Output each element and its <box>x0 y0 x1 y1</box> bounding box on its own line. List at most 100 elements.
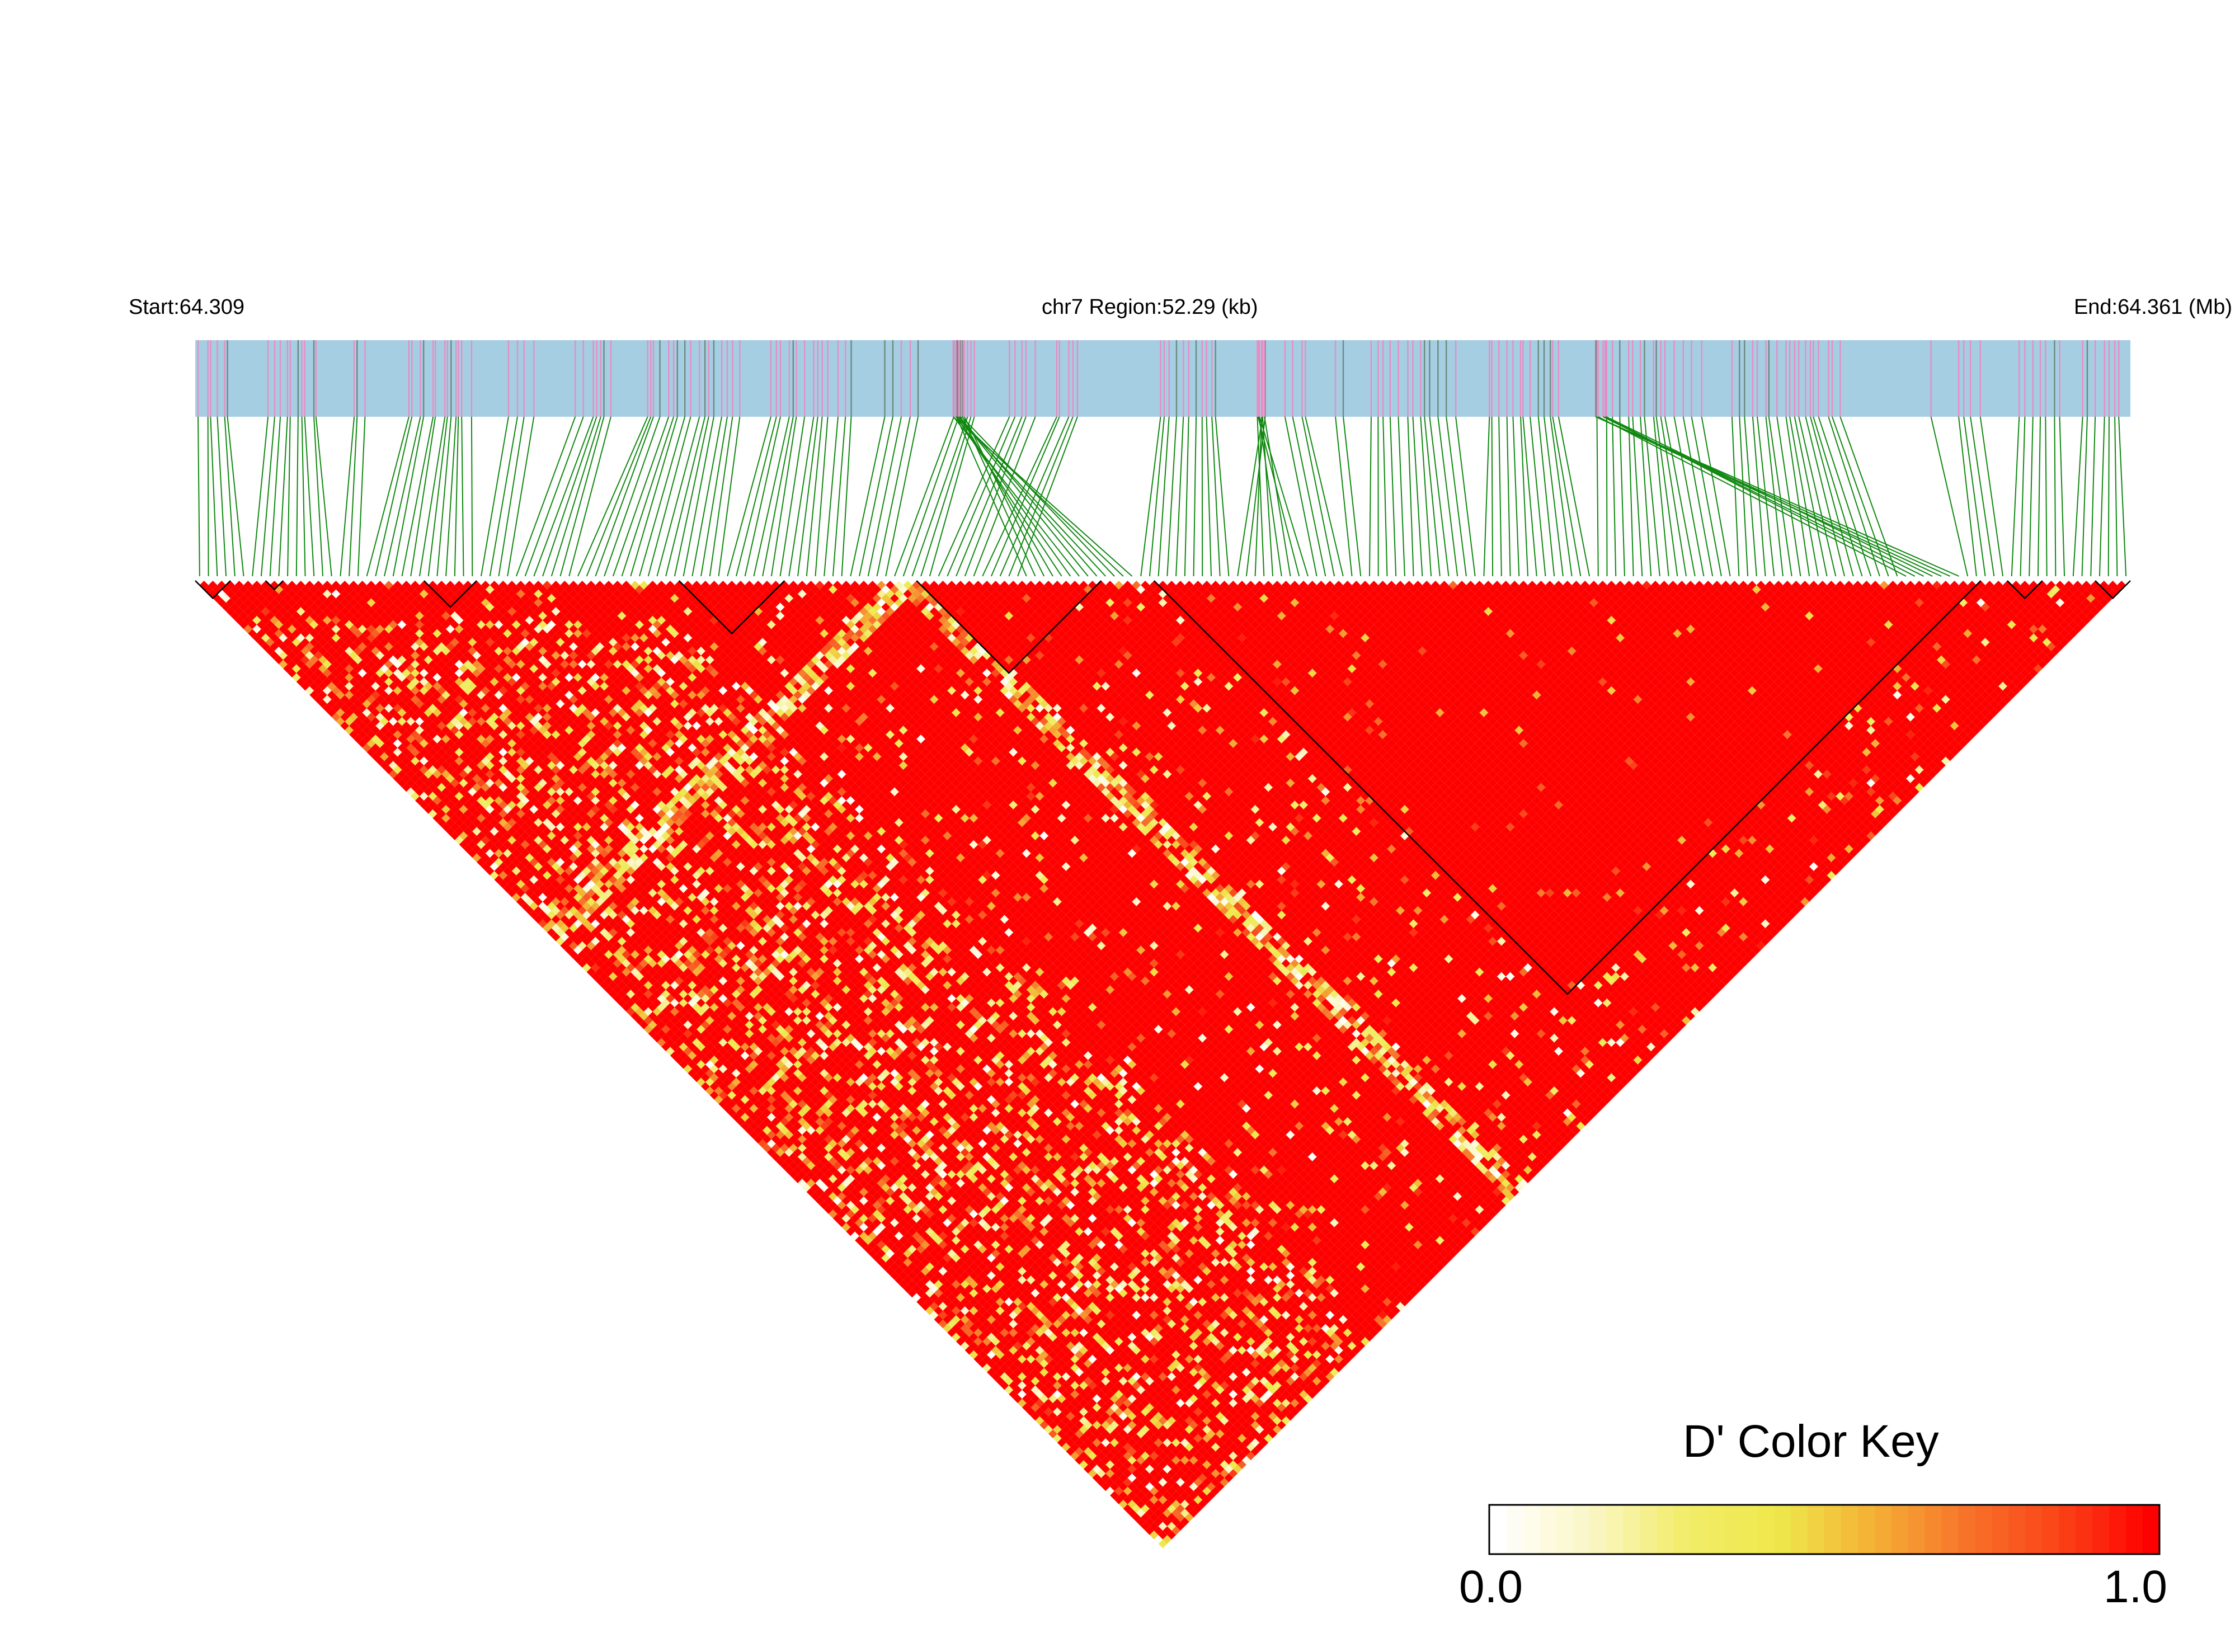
ld-cell <box>802 1174 811 1184</box>
snp-connector <box>197 416 200 577</box>
snp-connector <box>958 416 1089 577</box>
ld-cell <box>243 607 253 616</box>
snp-connector <box>1640 416 1652 577</box>
snp-connector <box>2098 416 2105 577</box>
snp-connector <box>841 416 852 577</box>
ld-cell <box>1057 1420 1066 1430</box>
snp-connector <box>1292 416 1326 577</box>
snp-connector <box>1284 416 1318 577</box>
ld-cell <box>265 629 275 638</box>
ld-cell <box>322 686 332 695</box>
snp-connector <box>1483 416 1490 577</box>
ld-cell <box>547 910 556 920</box>
ld-cell <box>270 624 279 634</box>
ld-cell <box>397 770 407 779</box>
ld-cell <box>995 1359 1005 1368</box>
snp-connector <box>630 416 678 577</box>
ld-cell <box>494 858 504 867</box>
snp-connector <box>1805 416 1845 577</box>
ld-cell <box>727 1090 736 1100</box>
ld-cell <box>345 708 354 717</box>
ld-cell <box>270 642 279 651</box>
snp-connector <box>217 416 227 577</box>
ld-cell <box>459 840 468 849</box>
snp-connector <box>1839 416 1898 577</box>
ld-cell <box>397 761 407 770</box>
snp-connector <box>295 416 299 577</box>
ld-cell <box>938 1319 948 1329</box>
ld-cell <box>261 633 270 643</box>
ld-cell <box>1044 1407 1053 1416</box>
snp-connector <box>1660 416 1687 577</box>
snp-connector <box>427 416 448 577</box>
ld-cell <box>239 594 248 603</box>
snp-connector <box>1644 416 1660 577</box>
ld-cell <box>322 695 332 704</box>
ld-cell <box>877 1249 886 1258</box>
snp-connector <box>1446 416 1467 577</box>
snp-connector <box>550 416 601 577</box>
ld-cell <box>441 804 450 814</box>
snp-connector <box>1257 416 1300 577</box>
snp-connector <box>1520 416 1528 577</box>
ld-cell <box>234 607 244 616</box>
ld-cell <box>243 624 253 634</box>
ld-cell <box>921 1293 930 1302</box>
snp-connector <box>1522 416 1537 577</box>
ld-cell <box>402 765 411 774</box>
region-start-label: Start:64.309 <box>129 295 244 319</box>
ld-cell <box>265 646 275 656</box>
snp-connector <box>2114 416 2118 577</box>
snp-connector <box>1215 416 1230 577</box>
ld-cell <box>503 875 512 884</box>
ld-cell <box>516 870 525 880</box>
region-end-label: End:64.361 (Mb) <box>2074 295 2232 319</box>
ld-cell <box>327 699 336 708</box>
ld-cell <box>291 673 301 682</box>
snp-connector <box>1930 416 1969 577</box>
ld-cell <box>388 761 398 770</box>
ld-cell <box>366 721 376 731</box>
snp-connector <box>727 416 771 577</box>
ld-cell <box>239 611 248 620</box>
ld-cell <box>1141 1513 1150 1522</box>
ld-cell <box>832 1196 842 1206</box>
ld-cell <box>222 585 230 594</box>
snp-connector <box>665 416 706 577</box>
ld-cell <box>226 598 235 608</box>
snp-connector <box>392 416 425 577</box>
snp-connector <box>2059 416 2065 577</box>
ld-cell <box>234 589 244 599</box>
ld-cell <box>411 765 420 774</box>
ld-cell <box>252 624 261 634</box>
snp-connector <box>1254 416 1263 577</box>
ld-cell <box>402 783 411 792</box>
ld-cell <box>648 1029 657 1038</box>
ld-cell <box>525 906 534 915</box>
ld-cell <box>322 704 332 713</box>
snp-connector <box>999 416 1070 577</box>
snp-connector <box>2011 416 2020 577</box>
ld-cell <box>538 910 547 920</box>
snp-connector <box>1537 416 1555 577</box>
ld-cell <box>859 1222 868 1232</box>
ld-cell <box>969 1333 978 1342</box>
snp-connector <box>1963 416 1986 577</box>
ld-cell <box>832 1214 842 1223</box>
snp-connector <box>269 416 281 577</box>
ld-cell <box>1026 1399 1036 1408</box>
snp-connector <box>859 416 893 577</box>
snp-connector <box>349 416 358 577</box>
snp-connector <box>885 416 919 577</box>
ld-cell <box>815 1187 825 1197</box>
ld-cell <box>459 813 468 823</box>
ld-cell <box>261 615 270 625</box>
ld-cell <box>252 607 261 616</box>
ld-cell <box>503 884 512 893</box>
ld-cell <box>291 646 301 656</box>
ld-cell <box>336 708 345 717</box>
snp-connector <box>1701 416 1731 577</box>
snp-connector <box>824 416 839 577</box>
snp-connector <box>1017 416 1078 577</box>
